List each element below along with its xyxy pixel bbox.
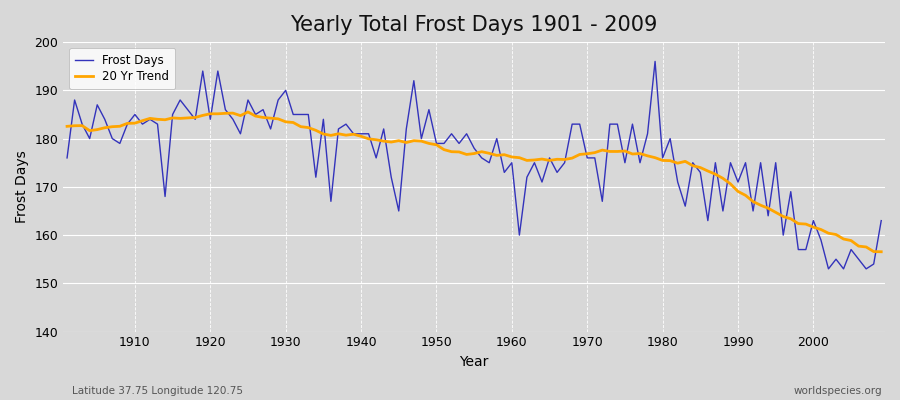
Frost Days (597, 199, 608, 204)
Text: worldspecies.org: worldspecies.org (794, 386, 882, 396)
20 Yr Trend (605, 149, 616, 154)
Title: Yearly Total Frost Days 1901 - 2009: Yearly Total Frost Days 1901 - 2009 (291, 15, 658, 35)
Frost Days (499, 170, 509, 175)
20 Yr Trend (507, 154, 517, 159)
X-axis label: Year: Year (460, 355, 489, 369)
Frost Days (507, 160, 517, 165)
Line: 20 Yr Trend: 20 Yr Trend (68, 112, 881, 252)
20 Yr Trend (295, 124, 306, 129)
20 Yr Trend (876, 249, 886, 254)
Frost Days (876, 218, 886, 223)
Frost Days (333, 126, 344, 131)
Frost Days (824, 266, 834, 271)
Frost Days (122, 122, 133, 126)
Line: Frost Days: Frost Days (68, 62, 881, 269)
20 Yr Trend (340, 133, 351, 138)
20 Yr Trend (514, 155, 525, 160)
Frost Days (288, 112, 299, 117)
Y-axis label: Frost Days: Frost Days (15, 150, 29, 223)
Frost Days (650, 59, 661, 64)
Frost Days (62, 156, 73, 160)
Text: Latitude 37.75 Longitude 120.75: Latitude 37.75 Longitude 120.75 (72, 386, 243, 396)
20 Yr Trend (122, 121, 133, 126)
20 Yr Trend (62, 124, 73, 129)
20 Yr Trend (243, 110, 254, 114)
Legend: Frost Days, 20 Yr Trend: Frost Days, 20 Yr Trend (69, 48, 176, 89)
